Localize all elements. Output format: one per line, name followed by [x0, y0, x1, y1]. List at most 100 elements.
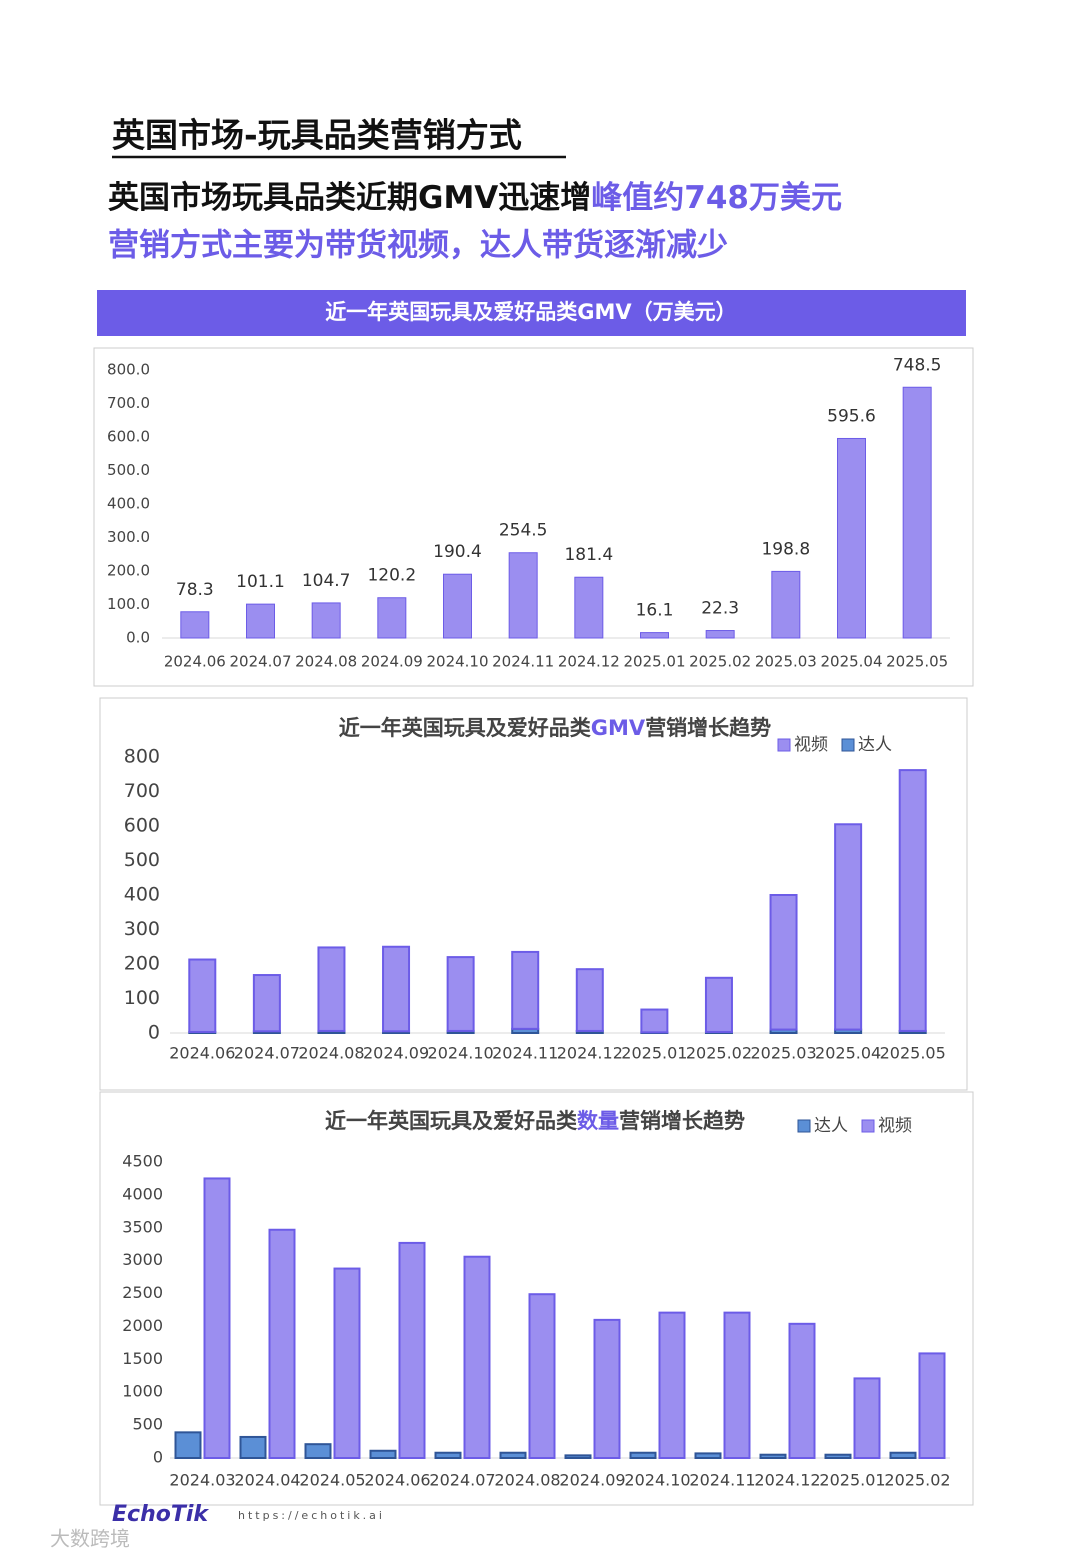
y-tick-label: 0	[148, 1022, 160, 1044]
data-label: 748.5	[893, 355, 942, 375]
chart-title: 近一年英国玩具及爱好品类GMV营销增长趋势	[339, 716, 771, 740]
chart-title-part: GMV	[591, 716, 646, 740]
bar-segment	[834, 823, 863, 1031]
subline: 营销方式主要为带货视频，达人带货逐渐减少	[108, 228, 728, 264]
bar	[268, 1228, 296, 1459]
footer-url: https://echotik.ai	[238, 1509, 385, 1522]
x-tick-label: 2024.08	[494, 1471, 560, 1490]
x-tick-label: 2025.05	[886, 653, 948, 671]
y-tick-label: 400.0	[107, 495, 150, 513]
bar	[889, 1451, 917, 1460]
legend-swatch	[777, 738, 791, 752]
y-tick-label: 3500	[122, 1217, 163, 1236]
bar	[304, 1443, 332, 1459]
data-label: 16.1	[636, 601, 674, 621]
data-label: 254.5	[499, 521, 548, 541]
x-tick-label: 2025.04	[820, 653, 882, 671]
bar	[771, 570, 801, 639]
y-tick-label: 2000	[122, 1316, 163, 1335]
legend-swatch	[841, 738, 855, 752]
x-tick-label: 2024.07	[234, 1044, 300, 1063]
headline-highlight: 峰值约748万美元	[591, 180, 842, 216]
bar	[377, 597, 407, 639]
x-tick-label: 2025.03	[755, 653, 817, 671]
y-tick-label: 100.0	[107, 595, 150, 613]
bar	[174, 1431, 202, 1460]
bar	[788, 1322, 816, 1460]
y-tick-label: 200	[124, 953, 160, 975]
y-tick-label: 600	[124, 815, 160, 837]
bar-segment	[252, 974, 281, 1033]
chart-title: 近一年英国玩具及爱好品类数量营销增长趋势	[325, 1109, 745, 1133]
x-tick-label: 2024.08	[295, 653, 357, 671]
bar	[508, 552, 538, 639]
data-label: 190.4	[433, 542, 482, 562]
chart-title-part: 营销增长趋势	[645, 716, 771, 740]
bar	[434, 1451, 462, 1460]
bar	[564, 1454, 592, 1460]
bar	[759, 1453, 787, 1459]
headline: 英国市场玩具品类近期GMV迅速增峰值约748万美元	[108, 180, 842, 216]
x-tick-label: 2024.09	[361, 653, 423, 671]
chart-title-part: 近一年英国玩具及爱好品类	[325, 1109, 578, 1133]
x-tick-label: 2025.02	[686, 1044, 752, 1063]
bar	[629, 1451, 657, 1460]
bar	[180, 611, 210, 639]
y-tick-label: 100	[124, 987, 160, 1009]
chart-title-part: 营销增长趋势	[619, 1109, 745, 1133]
y-tick-label: 700	[124, 780, 160, 802]
bar-segment	[769, 894, 798, 1031]
data-label: 120.2	[367, 566, 416, 586]
y-tick-label: 600.0	[107, 428, 150, 446]
legend-label: 达人	[814, 1116, 848, 1136]
bar	[723, 1311, 751, 1459]
banner-title: 近一年英国玩具及爱好品类GMV（万美元）	[325, 300, 736, 324]
x-tick-label: 2024.03	[169, 1471, 235, 1490]
bar	[463, 1255, 491, 1459]
y-tick-label: 800.0	[107, 361, 150, 379]
x-tick-label: 2024.06	[169, 1044, 235, 1063]
chart-frame	[99, 1091, 974, 1506]
bar	[574, 576, 604, 639]
bar	[705, 630, 735, 639]
x-tick-label: 2024.06	[364, 1471, 430, 1490]
y-tick-label: 700.0	[107, 394, 150, 412]
x-tick-label: 2025.02	[884, 1471, 950, 1490]
data-label: 101.1	[236, 572, 285, 592]
y-tick-label: 1500	[122, 1349, 163, 1368]
data-label: 78.3	[176, 580, 214, 600]
bar	[694, 1452, 722, 1459]
bar	[369, 1449, 397, 1459]
y-tick-label: 200.0	[107, 562, 150, 580]
y-tick-label: 0	[153, 1448, 163, 1467]
x-tick-label: 2024.07	[429, 1471, 495, 1490]
bar	[333, 1267, 361, 1460]
data-label: 198.8	[761, 539, 810, 559]
bar-segment	[446, 956, 475, 1032]
bar-segment	[511, 950, 540, 1030]
x-tick-label: 2024.10	[624, 1471, 690, 1490]
chart-title-part: 近一年英国玩具及爱好品类	[339, 716, 592, 740]
bar-segment	[575, 968, 604, 1032]
bar	[311, 602, 341, 639]
y-tick-label: 4500	[122, 1152, 163, 1171]
bar	[918, 1352, 946, 1459]
x-tick-label: 2024.09	[363, 1044, 429, 1063]
y-tick-label: 500	[132, 1415, 163, 1434]
x-tick-label: 2024.06	[164, 653, 226, 671]
x-tick-label: 2025.05	[880, 1044, 946, 1063]
x-tick-label: 2025.03	[750, 1044, 816, 1063]
y-tick-label: 300.0	[107, 528, 150, 546]
bar	[902, 386, 932, 639]
bar	[824, 1453, 852, 1459]
bar	[398, 1241, 426, 1459]
bar	[658, 1311, 686, 1459]
watermark: 大数跨境	[50, 1527, 130, 1551]
bar	[499, 1451, 527, 1460]
headline-part: 英国市场玩具品类近期GMV迅速增	[108, 180, 591, 216]
footer-logo: EchoTik	[112, 1502, 209, 1527]
bar	[203, 1177, 231, 1459]
bar-segment	[382, 945, 411, 1033]
x-tick-label: 2024.12	[557, 1044, 623, 1063]
